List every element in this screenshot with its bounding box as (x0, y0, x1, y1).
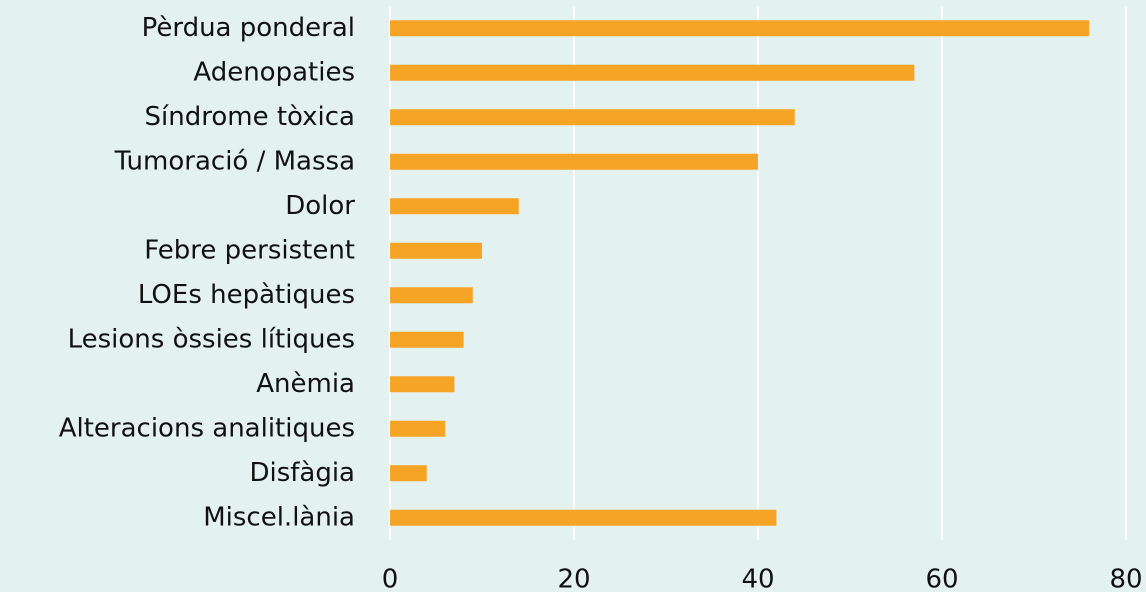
bar (390, 109, 795, 126)
bar (390, 64, 915, 81)
y-tick-label: Alteracions analitiques (59, 413, 355, 443)
y-tick-label: Lesions òssies lítiques (68, 324, 355, 354)
bar (390, 198, 519, 215)
y-tick-label: Dolor (285, 191, 355, 221)
bar (390, 287, 473, 304)
bar (390, 242, 482, 259)
y-tick-label: Anèmia (256, 369, 355, 399)
bar (390, 509, 777, 526)
bar (390, 20, 1090, 37)
bar (390, 153, 758, 170)
y-tick-label: Síndrome tòxica (145, 102, 355, 132)
bar (390, 376, 455, 393)
x-tick-label: 80 (1109, 565, 1142, 592)
y-tick-label: Miscel.lània (203, 502, 355, 532)
bar (390, 331, 464, 348)
bar (390, 420, 446, 437)
x-tick-label: 20 (557, 565, 590, 592)
y-tick-label: Disfàgia (249, 458, 355, 488)
y-tick-label: Adenopaties (193, 57, 355, 87)
bar (390, 465, 427, 482)
x-tick-label: 60 (925, 565, 958, 592)
y-tick-label: LOEs hepàtiques (138, 280, 355, 310)
y-tick-label: Tumoració / Massa (114, 146, 355, 176)
y-tick-label: Pèrdua ponderal (142, 13, 355, 43)
x-tick-label: 0 (382, 565, 399, 592)
x-tick-label: 40 (741, 565, 774, 592)
y-tick-label: Febre persistent (144, 235, 355, 265)
